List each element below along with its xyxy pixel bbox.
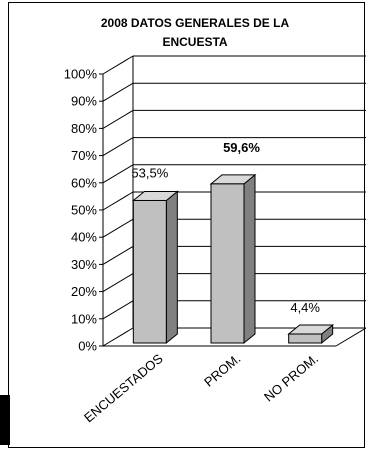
bar-side — [165, 190, 178, 345]
gridline-side — [102, 327, 134, 347]
y-tick-label: 90% — [71, 94, 97, 109]
chart-frame — [8, 2, 365, 448]
y-tick-label: 20% — [71, 284, 97, 299]
y-tick-label: 60% — [71, 175, 97, 190]
left-edge-bar — [0, 395, 10, 445]
y-tick-label: 30% — [71, 257, 97, 272]
gridline-side — [102, 300, 134, 320]
floor-edge — [335, 327, 366, 347]
y-tick-label: 40% — [71, 230, 97, 245]
gridline-side — [102, 82, 134, 102]
gridline-side — [102, 55, 134, 75]
y-tick-label: 70% — [71, 148, 97, 163]
gridline-side — [102, 191, 134, 211]
y-tick-label: 100% — [64, 67, 98, 82]
data-label: 53,5% — [131, 165, 168, 180]
x-tick-label: NO PROM. — [261, 351, 321, 405]
gridline-side — [102, 164, 134, 184]
y-tick-label: 80% — [71, 121, 97, 136]
data-label: 4,4% — [290, 300, 320, 315]
y-tick-label: 0% — [78, 339, 97, 354]
gridline-side — [102, 245, 134, 265]
gridline-side — [102, 137, 134, 157]
chart-title: 2008 DATOS GENERALES DE LA ENCUESTA — [100, 16, 290, 49]
bar — [288, 333, 323, 344]
bar — [210, 183, 245, 344]
bar-side — [243, 173, 256, 345]
bar — [132, 199, 167, 344]
gridline-side — [102, 109, 134, 129]
y-tick-label: 10% — [71, 311, 97, 326]
x-tick-label: PROM. — [201, 351, 243, 390]
data-label: 59,6% — [223, 140, 260, 155]
gridline-side — [102, 218, 134, 238]
x-tick-label: ENCUESTADOS — [81, 351, 166, 426]
y-tick-label: 50% — [71, 203, 97, 218]
gridline-side — [102, 273, 134, 293]
